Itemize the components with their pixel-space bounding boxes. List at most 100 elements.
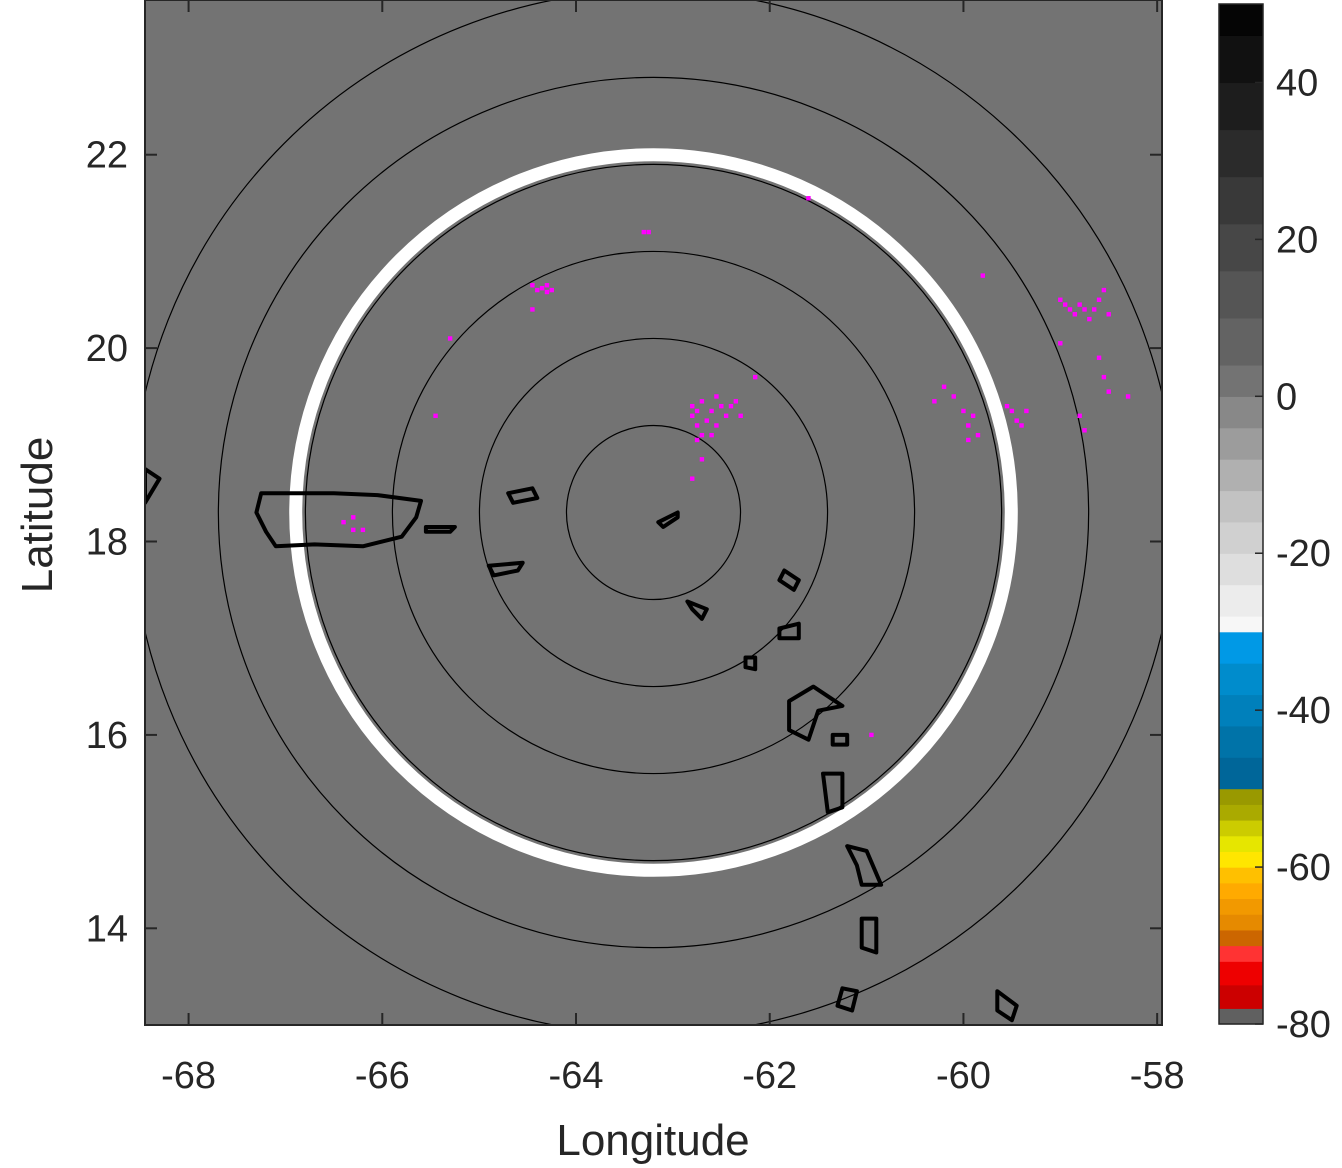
x-tick-label: -62: [742, 1055, 797, 1097]
range-rings-layer: [145, 0, 1162, 1025]
echo-point: [699, 432, 705, 438]
echo-point: [723, 413, 729, 419]
echo-point: [535, 287, 540, 293]
echo-point: [1067, 307, 1073, 312]
highlight-range-ring: [289, 148, 1018, 877]
echo-point: [530, 307, 535, 312]
colorbar-segment: [1219, 490, 1263, 523]
colorbar-segment: [1219, 4, 1263, 36]
echo-point: [351, 527, 356, 533]
colorbar-segment: [1219, 82, 1263, 131]
echo-point: [932, 399, 937, 404]
echo-point: [1096, 355, 1102, 360]
colorbar: 40 20 0 -20 -40 -60 -80: [1218, 3, 1331, 1046]
colorbar-segment: [1219, 35, 1263, 84]
y-tick-label: 18: [86, 522, 128, 564]
island-martinique: [845, 844, 884, 887]
echo-point: [549, 287, 554, 293]
colorbar-segment: [1219, 898, 1263, 915]
island-st-kitts: [685, 599, 709, 621]
colorbar-segment: [1219, 631, 1263, 664]
echo-point: [694, 423, 700, 428]
echo-point: [709, 432, 714, 438]
colorbar-segment: [1219, 945, 1263, 962]
echo-point: [1082, 307, 1087, 312]
colorbar-segment: [1219, 616, 1263, 633]
map-plot-area[interactable]: [131, 0, 1175, 1035]
echo-point: [530, 283, 535, 288]
x-axis-ticks: -68 -66 -64 -62 -60 -58: [161, 0, 1185, 1097]
echo-point: [714, 423, 719, 428]
colorbar-segment: [1219, 396, 1263, 429]
colorbar-segment: [1219, 929, 1263, 947]
y-axis-label: Latitude: [13, 437, 62, 594]
y-axis-ticks: 14 16 18 20 22: [86, 135, 1162, 950]
echo-point: [447, 336, 453, 341]
colorbar-segment: [1219, 584, 1263, 617]
coastline-layer: [145, 467, 1019, 1023]
echo-point: [1004, 403, 1010, 409]
echo-point: [1009, 408, 1015, 414]
island-antigua: [777, 621, 801, 641]
island-st-thomas-st-john: [506, 486, 540, 505]
colorbar-segment: [1219, 1008, 1263, 1025]
colorbar-segment: [1219, 270, 1263, 319]
colorbar-segment: [1219, 804, 1263, 821]
y-tick-label: 16: [86, 715, 128, 757]
y-tick-label: 14: [86, 908, 128, 950]
map-background: [145, 0, 1162, 1025]
colorbar-segment: [1219, 129, 1263, 178]
echo-point: [1077, 302, 1082, 307]
echo-point: [951, 394, 956, 399]
echo-point: [360, 527, 366, 533]
colorbar-segment: [1219, 882, 1263, 900]
island-st-lucia: [859, 916, 879, 955]
colorbar-segment: [1219, 820, 1263, 837]
echo-point: [753, 374, 758, 380]
x-tick-label: -60: [936, 1055, 991, 1097]
island-st-croix: [486, 560, 525, 578]
colorbar-segment: [1219, 223, 1263, 272]
colorbar-tick-label: -20: [1276, 533, 1331, 575]
echo-point: [869, 732, 874, 738]
colorbar-segment: [1219, 663, 1263, 696]
x-tick-label: -66: [355, 1055, 410, 1097]
echo-point: [694, 408, 700, 414]
plot-frame: [144, 0, 1163, 1026]
colorbar-segment: [1219, 867, 1263, 884]
colorbar-frame: [1218, 3, 1264, 1025]
echo-point: [1087, 316, 1092, 322]
echo-point: [699, 457, 705, 462]
echo-point: [709, 408, 714, 414]
range-ring-2: [478, 337, 829, 688]
colorbar-segment: [1219, 788, 1263, 805]
echo-point: [966, 437, 971, 443]
echo-point: [351, 515, 356, 520]
echo-point: [738, 413, 743, 419]
echo-point: [699, 399, 705, 404]
colorbar-segment: [1219, 427, 1263, 460]
colorbar-tick-label: -40: [1276, 690, 1331, 732]
colorbar-segment: [1219, 317, 1263, 366]
echo-point: [980, 273, 986, 278]
range-ring-1: [565, 424, 742, 601]
colorbar-segment: [1219, 364, 1263, 397]
x-tick-label: -68: [161, 1055, 216, 1097]
y-tick-label: 22: [86, 135, 128, 177]
colorbar-segment: [1219, 459, 1263, 492]
colorbar-segment: [1219, 757, 1263, 790]
echo-point: [1024, 408, 1029, 414]
echo-point: [941, 384, 947, 389]
echo-point: [806, 196, 811, 201]
echo-point: [966, 423, 971, 428]
colorbar-segment: [1219, 914, 1263, 931]
colorbar-segment: [1219, 521, 1263, 554]
island-st-vincent: [835, 986, 859, 1013]
echo-point: [690, 403, 695, 409]
echo-point: [1072, 312, 1078, 317]
echo-point: [1101, 374, 1107, 380]
echo-point: [1014, 418, 1019, 423]
x-tick-label: -64: [549, 1055, 604, 1097]
echo-point: [1058, 341, 1063, 346]
